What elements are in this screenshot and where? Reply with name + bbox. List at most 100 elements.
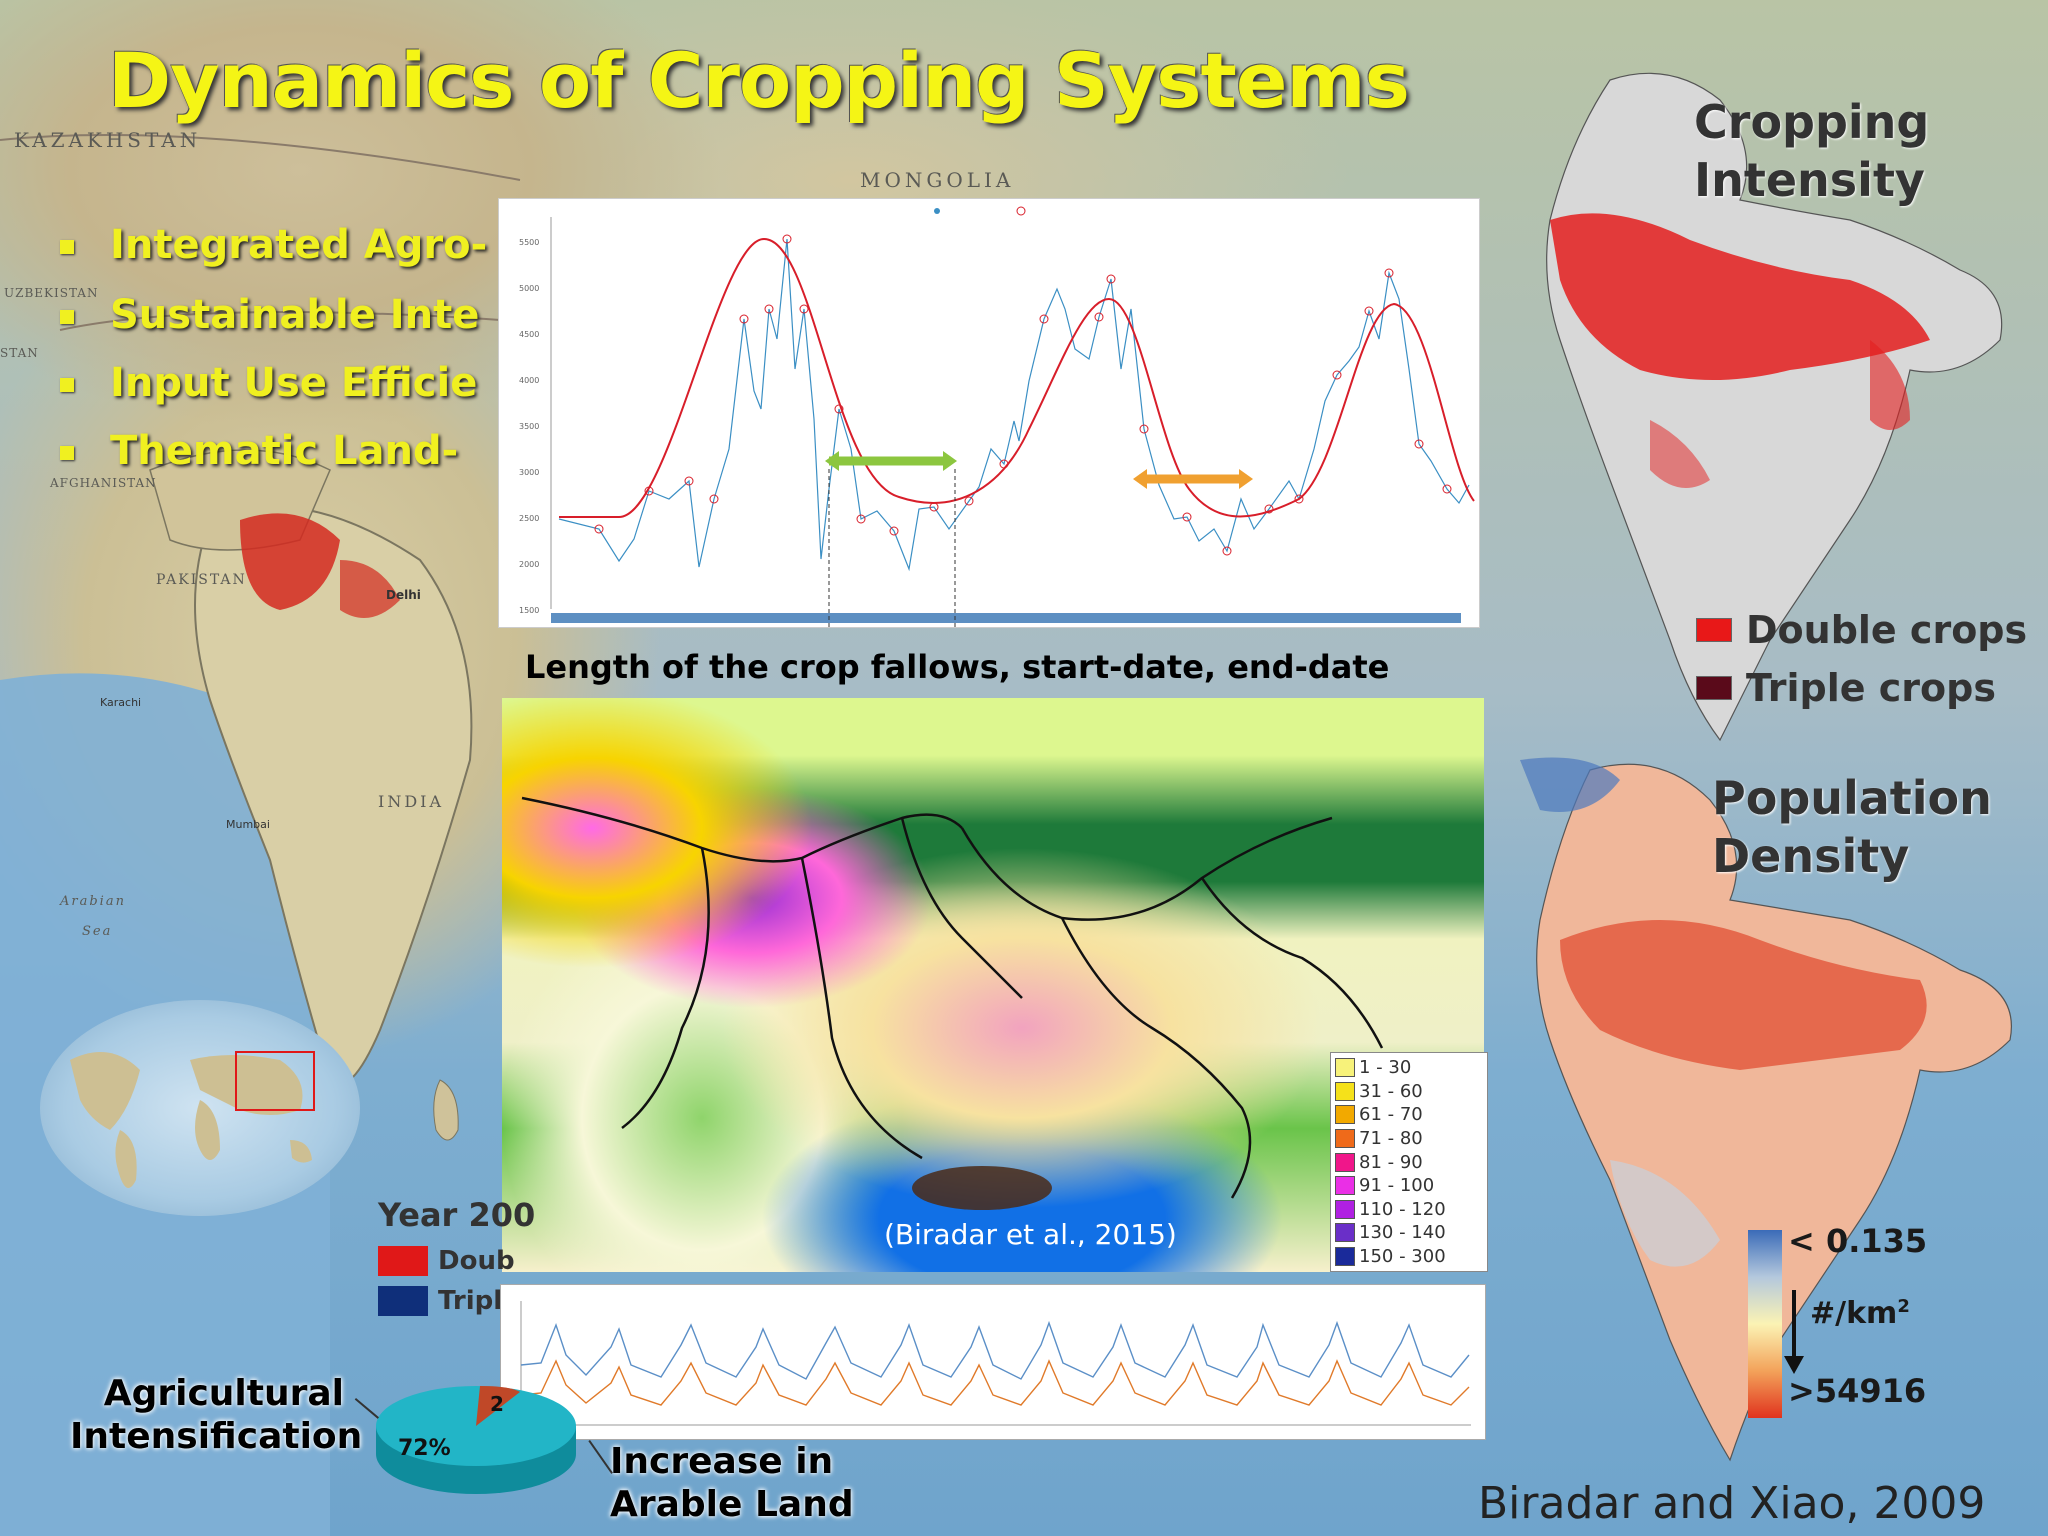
legend-swatch	[1335, 1199, 1355, 1219]
agricultural-intensification-label: Agricultural Intensification	[70, 1372, 363, 1458]
source-credit: Biradar and Xiao, 2009	[1478, 1478, 1986, 1529]
label-mumbai: Mumbai	[226, 818, 270, 831]
density-arrow-shaft	[1792, 1290, 1796, 1360]
time-series-caption: Length of the crop fallows, start-date, …	[525, 648, 1390, 686]
legend-swatch	[1335, 1081, 1355, 1101]
multi-year-time-series-panel	[500, 1284, 1486, 1440]
density-unit-text: #/km	[1810, 1296, 1898, 1331]
legend-swatch	[1335, 1129, 1355, 1149]
bullet-item: Thematic Land-	[60, 428, 458, 474]
year-legend-triple: Tripl	[378, 1286, 502, 1316]
legend-label: Tripl	[438, 1286, 503, 1316]
fallow-legend: 1 - 30 31 - 60 61 - 70 71 - 80 81 - 90 9…	[1330, 1052, 1488, 1273]
cropping-intensity-india-shape	[1546, 72, 2003, 742]
population-density-title: Population Density	[1712, 770, 1992, 885]
label-india: INDIA	[378, 792, 445, 811]
population-density-map: Population Density	[1460, 740, 2040, 1480]
density-unit-label: #/km2	[1810, 1296, 1910, 1331]
legend-swatch	[378, 1286, 428, 1316]
population-density-title-line2: Density	[1712, 828, 1910, 883]
bullet-square-icon	[60, 240, 74, 254]
label-delhi: Delhi	[386, 588, 421, 602]
bullet-item: Input Use Efficie	[60, 360, 477, 406]
legend-swatch	[1335, 1176, 1355, 1196]
bullet-item: Integrated Agro-	[60, 222, 487, 268]
label-pakistan: PAKISTAN	[156, 572, 247, 588]
legend-swatch	[1696, 618, 1732, 642]
bullet-text: Sustainable Inte	[110, 292, 480, 338]
pie-small-label: 2	[490, 1392, 504, 1416]
map-boundaries	[521, 796, 1384, 1210]
legend-item: 31 - 60	[1335, 1080, 1483, 1104]
legend-label: 61 - 70	[1359, 1104, 1423, 1126]
legend-swatch	[1335, 1152, 1355, 1172]
legend-item: 71 - 80	[1335, 1127, 1483, 1151]
legend-label: 81 - 90	[1359, 1151, 1423, 1173]
population-density-india-shape	[1520, 757, 2012, 1462]
cropping-intensity-title: Cropping Intensity	[1694, 94, 1929, 209]
legend-item: 91 - 100	[1335, 1174, 1483, 1198]
world-continents	[70, 1051, 315, 1188]
world-inset-map	[40, 1000, 360, 1216]
legend-label: 71 - 80	[1359, 1128, 1423, 1150]
legend-item: 61 - 70	[1335, 1103, 1483, 1127]
agri-label-line2: Intensification	[70, 1416, 363, 1458]
legend-double-crops: Double crops	[1696, 608, 2027, 652]
population-density-title-line1: Population	[1712, 771, 1992, 825]
svg-text:1500: 1500	[519, 606, 539, 615]
cropping-intensity-title-line1: Cropping	[1694, 95, 1930, 149]
legend-label: 150 - 300	[1359, 1246, 1446, 1268]
slide-title: Dynamics of Cropping Systems	[108, 36, 1410, 125]
year-panel-label: Year 200	[378, 1196, 536, 1234]
legend-item: 1 - 30	[1335, 1056, 1483, 1080]
agri-label-line1: Agricultural	[103, 1373, 344, 1414]
bullet-square-icon	[60, 378, 74, 392]
bullet-text: Thematic Land-	[110, 428, 459, 474]
legend-triple-crops: Triple crops	[1696, 666, 1996, 710]
svg-text:5500: 5500	[519, 238, 539, 247]
legend-label: 110 - 120	[1359, 1198, 1446, 1220]
svg-text:2500: 2500	[519, 514, 539, 523]
bullet-text: Input Use Efficie	[110, 360, 478, 406]
legend-swatch	[1335, 1105, 1355, 1125]
legend-item: 81 - 90	[1335, 1150, 1483, 1174]
bullet-item: Sustainable Inte	[60, 292, 479, 338]
legend-swatch	[1696, 676, 1732, 700]
density-min-label: >54916	[1788, 1372, 1927, 1410]
svg-text:2000: 2000	[519, 560, 539, 569]
legend-swatch	[1335, 1247, 1355, 1267]
svg-text:3500: 3500	[519, 422, 539, 431]
legend-label: 130 - 140	[1359, 1222, 1446, 1244]
legend-label: Doub	[438, 1246, 515, 1276]
label-uzbekistan: UZBEKISTAN	[4, 286, 99, 300]
legend-swatch	[1335, 1223, 1355, 1243]
legend-label: Triple crops	[1746, 666, 1996, 710]
crop-time-series-plot: 5500 5000 4500 4000 3500 3000 2500 2000 1500	[499, 199, 1479, 627]
label-sea: Sea	[82, 924, 113, 939]
legend-label: 1 - 30	[1359, 1057, 1412, 1079]
density-max-label: < 0.135	[1788, 1222, 1928, 1260]
legend-swatch	[1335, 1058, 1355, 1078]
legend-item: 150 - 300	[1335, 1245, 1483, 1269]
arable-land-label: Increase in Arable Land	[610, 1440, 854, 1526]
svg-text:3000: 3000	[519, 468, 539, 477]
legend-label: 91 - 100	[1359, 1175, 1435, 1197]
population-density-color-bar	[1748, 1230, 1782, 1418]
label-karachi: Karachi	[100, 696, 142, 709]
label-afghanistan: AFGHANISTAN	[50, 476, 157, 490]
svg-text:4500: 4500	[519, 330, 539, 339]
label-arabian: Arabian	[60, 894, 126, 909]
arable-label-line2: Arable Land	[610, 1484, 854, 1526]
density-arrow-down-icon	[1784, 1356, 1804, 1374]
bullet-text: Integrated Agro-	[110, 222, 488, 268]
label-stan: STAN	[0, 346, 39, 360]
legend-label: Double crops	[1746, 608, 2028, 652]
crop-time-series-panel: 5500 5000 4500 4000 3500 3000 2500 2000 1500	[498, 198, 1480, 628]
density-unit-sup: 2	[1897, 1296, 1910, 1317]
bullet-square-icon	[60, 446, 74, 460]
legend-label: 31 - 60	[1359, 1080, 1423, 1102]
svg-text:5000: 5000	[519, 284, 539, 293]
crop-fallow-map: (Biradar et al., 2015)	[502, 698, 1484, 1272]
pie-percent-label: 72%	[398, 1436, 451, 1461]
cropping-intensity-map: Cropping Intensity Double crops Triple c…	[1490, 40, 2030, 760]
